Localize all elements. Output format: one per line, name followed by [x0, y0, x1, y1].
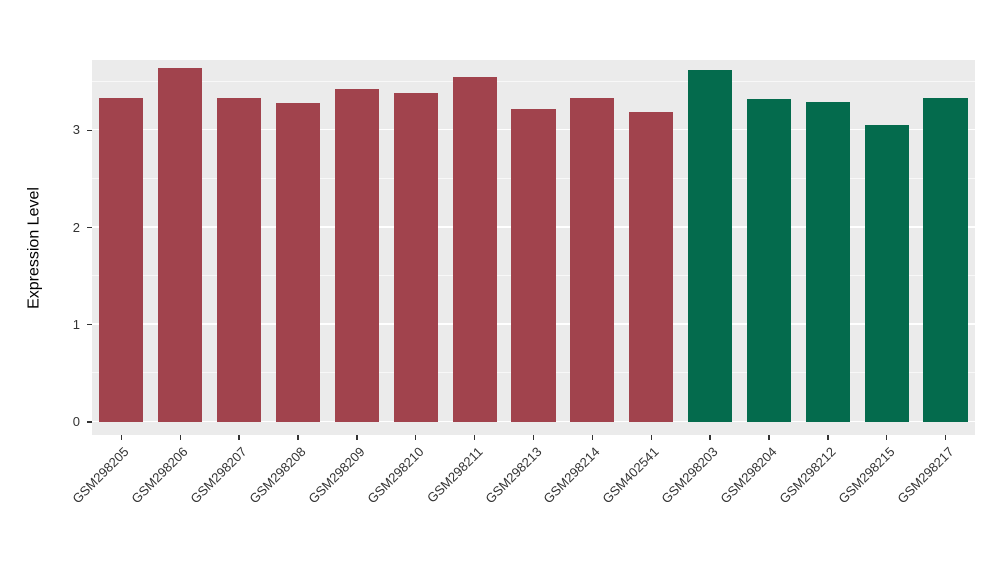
x-tick-label: GSM298210	[364, 444, 427, 507]
y-axis-tick	[87, 129, 92, 132]
bar	[746, 99, 792, 422]
x-axis-tick	[120, 435, 123, 440]
x-tick-label: GSM298211	[423, 444, 486, 506]
gridline-minor	[92, 80, 975, 82]
bar	[805, 102, 850, 422]
x-tick-label: GSM298208	[246, 444, 309, 507]
x-axis-tick	[709, 435, 711, 440]
y-axis-tick	[87, 226, 92, 229]
bar	[923, 98, 968, 422]
x-axis-tick	[238, 435, 240, 440]
y-tick-label: 3	[72, 122, 80, 138]
x-tick-label: GSM298207	[187, 444, 250, 507]
x-tick-label: GSM298209	[305, 444, 368, 507]
bar	[511, 108, 556, 422]
bar	[158, 68, 203, 422]
x-axis-tick	[768, 435, 770, 440]
bar	[99, 98, 144, 422]
bar	[570, 98, 615, 422]
bar	[688, 70, 733, 422]
x-axis-tick	[650, 435, 652, 440]
x-tick-label: GSM298203	[658, 444, 721, 507]
x-axis-tick	[356, 435, 358, 440]
y-tick-label: 2	[72, 219, 80, 235]
y-tick-label: 1	[72, 316, 80, 332]
x-axis-tick	[415, 435, 417, 440]
y-axis-title: Expression Level	[25, 187, 43, 309]
x-axis-tick	[886, 435, 888, 440]
bar	[393, 93, 438, 422]
x-axis-tick	[591, 435, 594, 440]
bar	[217, 98, 262, 422]
x-axis-tick	[532, 435, 535, 440]
x-axis-tick	[297, 435, 299, 440]
x-tick-label: GSM298204	[717, 444, 780, 507]
x-tick-label: GSM298213	[481, 444, 545, 507]
y-axis-tick	[87, 421, 92, 423]
x-axis-tick	[473, 435, 476, 440]
x-tick-label: GSM298205	[69, 444, 133, 507]
x-tick-label: GSM298214	[540, 444, 603, 507]
bar	[452, 76, 497, 422]
bar	[275, 103, 321, 422]
x-axis-tick	[944, 435, 947, 440]
y-tick-label: 0	[72, 414, 80, 429]
x-tick-label: GSM298217	[893, 444, 957, 507]
bar	[334, 88, 379, 422]
x-tick-label: GSM298215	[835, 444, 898, 507]
x-axis-tick	[827, 435, 829, 440]
y-axis-tick	[87, 324, 92, 326]
x-tick-label: GSM298212	[776, 444, 839, 507]
x-axis-tick	[179, 435, 181, 440]
bar	[629, 111, 674, 422]
plot-panel	[92, 60, 975, 435]
bar	[864, 124, 909, 422]
